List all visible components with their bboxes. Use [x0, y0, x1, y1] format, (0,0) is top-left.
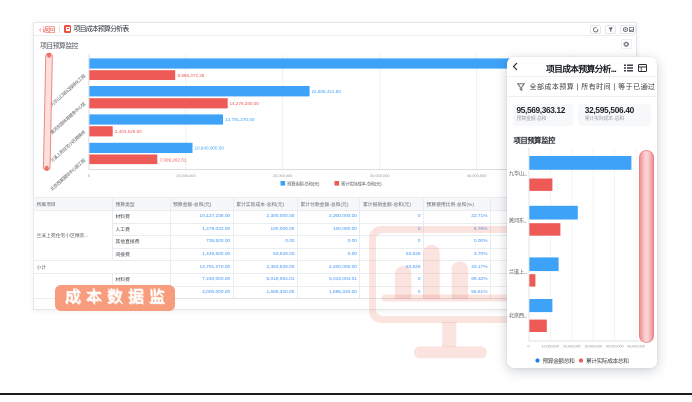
svg-text:累计实际成本-总和(元): 累计实际成本-总和(元): [341, 180, 382, 187]
svg-text:预算金额-总和(元): 预算金额-总和(元): [287, 180, 320, 187]
svg-text:30,000,000: 30,000,000: [370, 173, 390, 178]
svg-text:14,276,340.00: 14,276,340.00: [230, 101, 260, 106]
svg-text:黄河东...: 黄河东...: [509, 217, 527, 225]
svg-text:北京西某国际中心部工程: 北京西某国际中心部工程: [49, 157, 88, 193]
svg-text:10,000,000: 10,000,000: [542, 344, 561, 349]
svg-text:10,640,000.00: 10,640,000.00: [195, 146, 225, 151]
svg-text:2,403,529.00: 2,403,529.00: [115, 129, 142, 134]
svg-text:40,000,000: 40,000,000: [467, 173, 487, 178]
svg-text:30,000,000: 30,000,000: [584, 344, 603, 349]
svg-text:50,000,000: 50,000,000: [627, 344, 646, 349]
svg-text:22,806,421.80: 22,806,421.80: [312, 89, 342, 94]
svg-text:20,000,000: 20,000,000: [563, 344, 582, 349]
svg-text:13,791,270.00: 13,791,270.00: [225, 117, 255, 122]
svg-text:10,000,000: 10,000,000: [176, 173, 196, 178]
svg-text:预算金额总和: 预算金额总和: [543, 357, 575, 365]
svg-text:累计实际成本总和: 累计实际成本总和: [586, 357, 629, 365]
svg-text:兰溪上...: 兰溪上...: [509, 268, 527, 276]
svg-text:40,000,000: 40,000,000: [606, 344, 625, 349]
svg-text:20,000,000: 20,000,000: [273, 173, 293, 178]
svg-text:0: 0: [88, 173, 91, 178]
svg-text:0: 0: [528, 344, 531, 349]
svg-text:7,009,262.01: 7,009,262.01: [160, 157, 187, 162]
svg-text:8,856,372.36: 8,856,372.36: [178, 73, 205, 78]
svg-text:九华山...: 九华山...: [509, 170, 527, 178]
svg-text:北京西...: 北京西...: [509, 312, 527, 320]
